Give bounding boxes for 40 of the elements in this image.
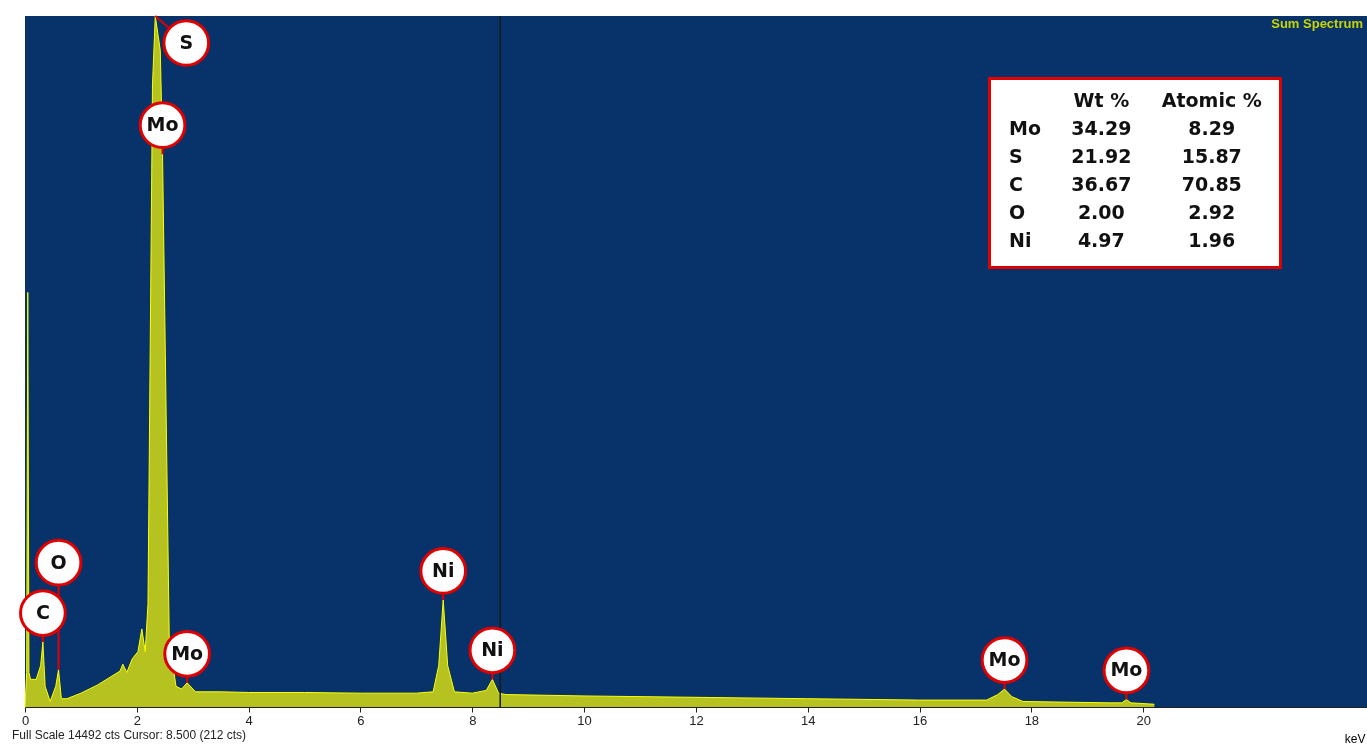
x-tick-label: 8 <box>469 712 477 728</box>
text: Full Scale 14492 cts Cursor: 8.500 (212 cts) <box>12 728 247 742</box>
x-tick-label: 10 <box>577 712 592 728</box>
annotation: S <box>1008 144 1024 169</box>
annotation: S <box>179 31 194 53</box>
x-tick-label: 4 <box>245 712 253 728</box>
annotation: O <box>1008 200 1027 225</box>
annotation: 8.29 <box>1187 116 1237 141</box>
annotation: 70.85 <box>1180 172 1243 197</box>
annotation: Ni <box>481 638 504 661</box>
annotation: Mo <box>171 641 204 664</box>
x-tick-label: 6 <box>357 712 365 728</box>
x-tick-label: 0 <box>21 712 30 728</box>
annotation: Wt % <box>1072 88 1131 113</box>
annotation: Ni <box>431 558 455 581</box>
x-tick-label: 2 <box>133 712 141 728</box>
annotation: 1.96 <box>1187 228 1237 253</box>
annotation: 36.67 <box>1070 172 1133 197</box>
annotation: 15.87 <box>1180 144 1243 169</box>
x-tick-label: 20 <box>1136 712 1151 728</box>
x-tick-label: 18 <box>1024 712 1040 728</box>
annotation: Ni <box>1008 228 1033 253</box>
annotation: Mo <box>1008 116 1042 141</box>
annotation: 34.29 <box>1070 116 1133 141</box>
annotation: 2.00 <box>1076 200 1126 225</box>
annotation: Mo <box>988 648 1021 671</box>
annotation: 21.92 <box>1070 144 1133 169</box>
chart-title: Sum Spectrum <box>1271 16 1363 31</box>
annotation: Atomic % <box>1160 88 1263 113</box>
annotation: 4.97 <box>1076 228 1126 253</box>
annotation: Mo <box>1110 658 1143 681</box>
annotation: 2.92 <box>1187 200 1237 225</box>
annotation: Mo <box>146 113 179 136</box>
x-tick-label: 12 <box>689 712 704 728</box>
x-tick-label: 14 <box>800 712 816 728</box>
x-axis-title: keV <box>1344 731 1366 744</box>
annotation: O <box>50 550 67 573</box>
annotation: C <box>1008 172 1024 197</box>
annotation: C <box>35 601 50 624</box>
x-tick-label: 16 <box>912 712 928 728</box>
